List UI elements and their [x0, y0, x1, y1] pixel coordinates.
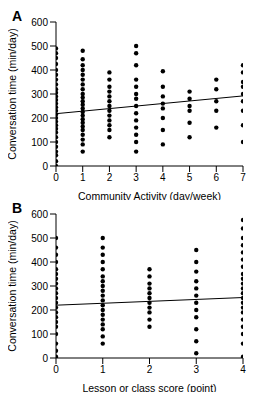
svg-text:100: 100 [31, 137, 48, 148]
svg-text:400: 400 [31, 65, 48, 76]
svg-text:3: 3 [133, 172, 139, 183]
svg-text:200: 200 [31, 113, 48, 124]
svg-text:3: 3 [193, 364, 199, 375]
svg-text:400: 400 [31, 257, 48, 268]
svg-text:0: 0 [42, 161, 48, 172]
svg-text:300: 300 [31, 281, 48, 292]
svg-text:0: 0 [53, 364, 59, 375]
svg-text:6: 6 [214, 172, 220, 183]
html-text:B: B [12, 200, 23, 216]
svg-text:600: 600 [31, 209, 48, 220]
svg-text:Lesson or class score (point): Lesson or class score (point) [82, 382, 216, 392]
svg-text:1: 1 [80, 172, 86, 183]
svg-text:200: 200 [31, 305, 48, 316]
svg-text:Conversation time (min/day): Conversation time (min/day) [8, 220, 18, 351]
svg-text:7: 7 [240, 172, 246, 183]
svg-text:600: 600 [31, 17, 48, 28]
html-text:A: A [12, 8, 23, 24]
svg-text:2: 2 [147, 364, 153, 375]
svg-text:Conversation time (min/day): Conversation time (min/day) [8, 28, 18, 159]
svg-text:300: 300 [31, 89, 48, 100]
svg-text:4: 4 [160, 172, 166, 183]
svg-text:2: 2 [107, 172, 113, 183]
svg-text:4: 4 [240, 364, 246, 375]
svg-text:0: 0 [42, 353, 48, 364]
svg-text:500: 500 [31, 233, 48, 244]
svg-text:5: 5 [187, 172, 193, 183]
svg-text:1: 1 [100, 364, 106, 375]
svg-text:Community Activity (day/week): Community Activity (day/week) [78, 190, 221, 200]
svg-text:100: 100 [31, 329, 48, 340]
svg-text:500: 500 [31, 41, 48, 52]
svg-text:0: 0 [53, 172, 59, 183]
